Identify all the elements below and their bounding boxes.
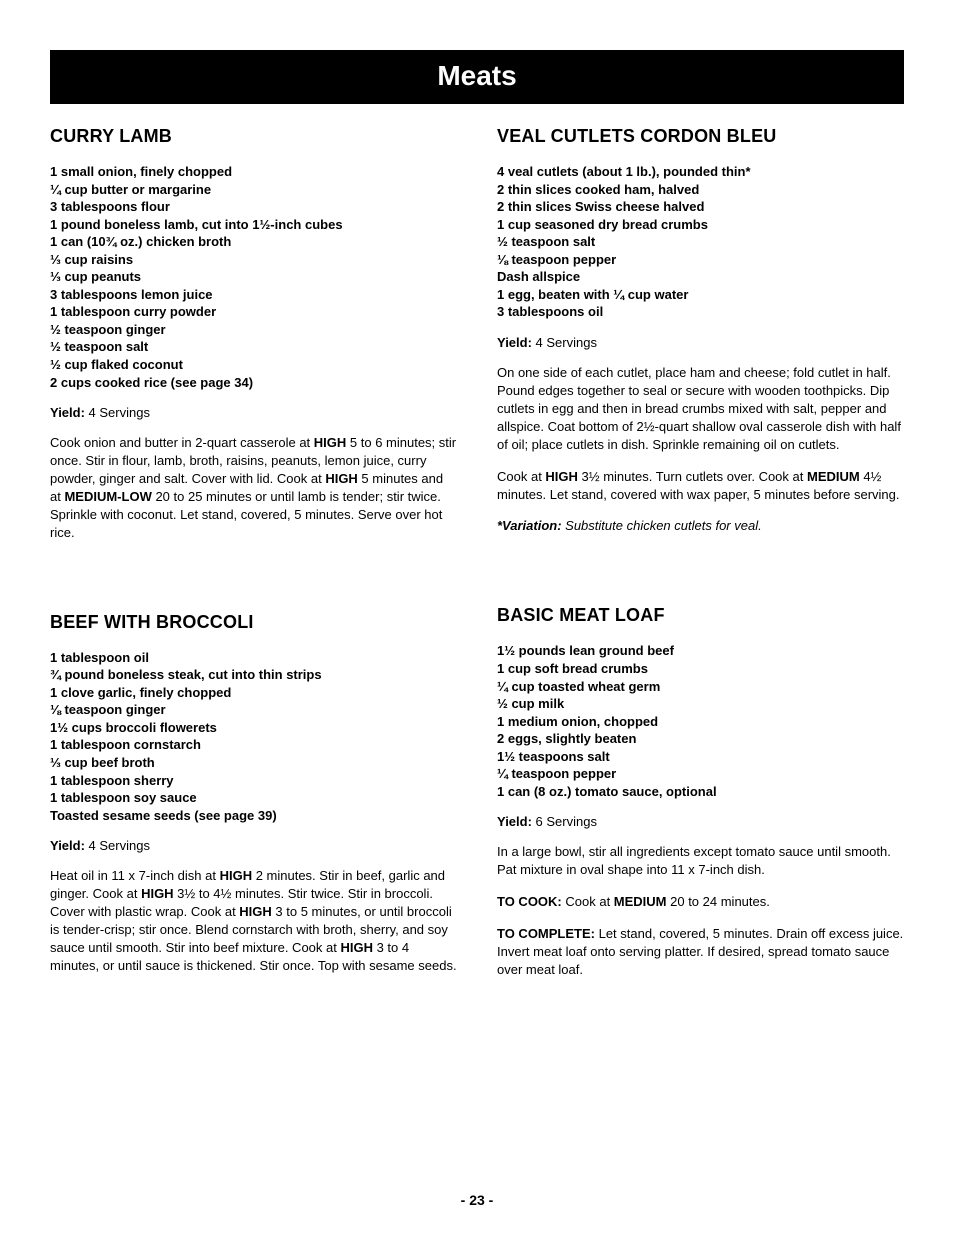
ingredient-line: ⅓ cup raisins: [50, 251, 457, 269]
recipe-curry-lamb: CURRY LAMB 1 small onion, finely chopped…: [50, 126, 457, 542]
recipe-title: VEAL CUTLETS CORDON BLEU: [497, 126, 904, 147]
ingredient-line: ¼ cup toasted wheat germ: [497, 678, 904, 696]
recipe-title: CURRY LAMB: [50, 126, 457, 147]
instructions: Cook at HIGH 3½ minutes. Turn cutlets ov…: [497, 468, 904, 504]
ingredient-line: 1 medium onion, chopped: [497, 713, 904, 731]
ingredient-line: 1 small onion, finely chopped: [50, 163, 457, 181]
ingredient-line: 1 tablespoon soy sauce: [50, 789, 457, 807]
instructions: Cook onion and butter in 2-quart cassero…: [50, 434, 457, 542]
ingredient-line: Toasted sesame seeds (see page 39): [50, 807, 457, 825]
ingredient-line: 2 thin slices Swiss cheese halved: [497, 198, 904, 216]
ingredients-list: 4 veal cutlets (about 1 lb.), pounded th…: [497, 163, 904, 321]
ingredient-line: 3 tablespoons flour: [50, 198, 457, 216]
ingredient-line: ¼ teaspoon pepper: [497, 765, 904, 783]
section-banner: Meats: [50, 50, 904, 104]
left-column: CURRY LAMB 1 small onion, finely chopped…: [50, 126, 457, 1049]
ingredient-line: 1 egg, beaten with ¼ cup water: [497, 286, 904, 304]
ingredient-line: 2 eggs, slightly beaten: [497, 730, 904, 748]
ingredients-list: 1½ pounds lean ground beef1 cup soft bre…: [497, 642, 904, 800]
ingredient-line: 1 cup seasoned dry bread crumbs: [497, 216, 904, 234]
ingredient-line: 1½ teaspoons salt: [497, 748, 904, 766]
recipe-title: BASIC MEAT LOAF: [497, 605, 904, 626]
yield-line: Yield: 4 Servings: [50, 838, 457, 853]
content-columns: CURRY LAMB 1 small onion, finely chopped…: [50, 126, 904, 1049]
ingredient-line: ½ cup flaked coconut: [50, 356, 457, 374]
ingredient-line: ½ teaspoon salt: [497, 233, 904, 251]
yield-line: Yield: 4 Servings: [497, 335, 904, 350]
ingredient-line: 1 can (10¾ oz.) chicken broth: [50, 233, 457, 251]
right-column: VEAL CUTLETS CORDON BLEU 4 veal cutlets …: [497, 126, 904, 1049]
recipe-beef-broccoli: BEEF WITH BROCCOLI 1 tablespoon oil¾ pou…: [50, 612, 457, 975]
ingredient-line: ¼ cup butter or margarine: [50, 181, 457, 199]
ingredient-line: 1 tablespoon oil: [50, 649, 457, 667]
ingredient-line: 1 cup soft bread crumbs: [497, 660, 904, 678]
instructions: TO COMPLETE: Let stand, covered, 5 minut…: [497, 925, 904, 979]
ingredient-line: 1 tablespoon cornstarch: [50, 736, 457, 754]
ingredients-list: 1 tablespoon oil¾ pound boneless steak, …: [50, 649, 457, 824]
instructions: Heat oil in 11 x 7-inch dish at HIGH 2 m…: [50, 867, 457, 975]
instructions: In a large bowl, stir all ingredients ex…: [497, 843, 904, 879]
recipe-basic-meat-loaf: BASIC MEAT LOAF 1½ pounds lean ground be…: [497, 605, 904, 979]
ingredient-line: ½ teaspoon salt: [50, 338, 457, 356]
ingredient-line: 2 thin slices cooked ham, halved: [497, 181, 904, 199]
recipe-veal-cordon-bleu: VEAL CUTLETS CORDON BLEU 4 veal cutlets …: [497, 126, 904, 535]
ingredient-line: ⅛ teaspoon pepper: [497, 251, 904, 269]
ingredient-line: 1½ pounds lean ground beef: [497, 642, 904, 660]
ingredient-line: 1½ cups broccoli flowerets: [50, 719, 457, 737]
ingredient-line: ⅛ teaspoon ginger: [50, 701, 457, 719]
ingredient-line: 2 cups cooked rice (see page 34): [50, 374, 457, 392]
ingredient-line: Dash allspice: [497, 268, 904, 286]
ingredient-line: 1 clove garlic, finely chopped: [50, 684, 457, 702]
ingredient-line: 4 veal cutlets (about 1 lb.), pounded th…: [497, 163, 904, 181]
variation-note: *Variation: Substitute chicken cutlets f…: [497, 517, 904, 535]
instructions: On one side of each cutlet, place ham an…: [497, 364, 904, 454]
instructions: TO COOK: Cook at MEDIUM 20 to 24 minutes…: [497, 893, 904, 911]
ingredient-line: 1 pound boneless lamb, cut into 1½-inch …: [50, 216, 457, 234]
ingredient-line: ¾ pound boneless steak, cut into thin st…: [50, 666, 457, 684]
yield-line: Yield: 4 Servings: [50, 405, 457, 420]
ingredient-line: ½ cup milk: [497, 695, 904, 713]
ingredient-line: ½ teaspoon ginger: [50, 321, 457, 339]
ingredient-line: 1 can (8 oz.) tomato sauce, optional: [497, 783, 904, 801]
ingredient-line: 1 tablespoon curry powder: [50, 303, 457, 321]
ingredient-line: ⅓ cup beef broth: [50, 754, 457, 772]
recipe-title: BEEF WITH BROCCOLI: [50, 612, 457, 633]
ingredient-line: ⅓ cup peanuts: [50, 268, 457, 286]
ingredient-line: 1 tablespoon sherry: [50, 772, 457, 790]
ingredient-line: 3 tablespoons lemon juice: [50, 286, 457, 304]
yield-line: Yield: 6 Servings: [497, 814, 904, 829]
ingredient-line: 3 tablespoons oil: [497, 303, 904, 321]
page-number: - 23 -: [0, 1192, 954, 1208]
ingredients-list: 1 small onion, finely chopped¼ cup butte…: [50, 163, 457, 391]
